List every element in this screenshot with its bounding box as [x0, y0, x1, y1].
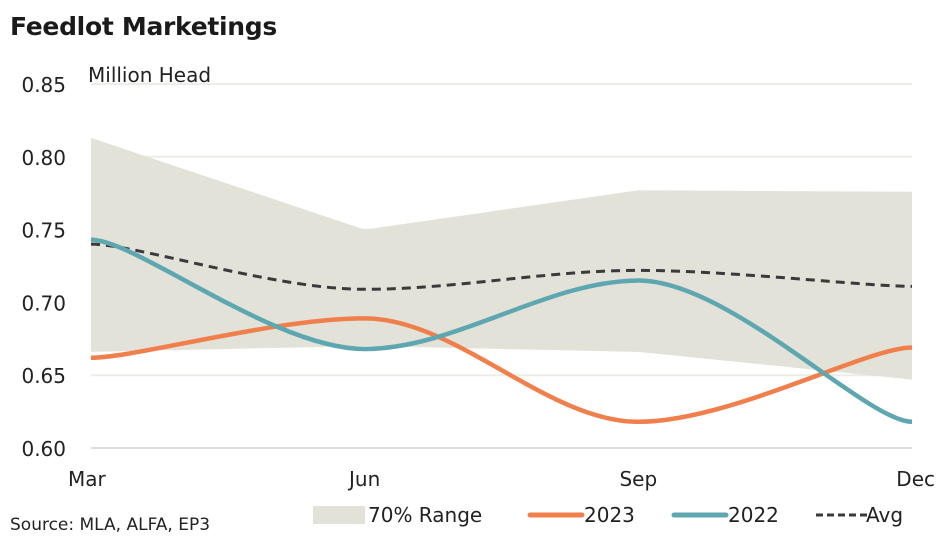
- series-line-avg: [90, 242, 913, 291]
- y-axis-label: Million Head: [88, 63, 211, 87]
- y-tick-label: 0.80: [21, 146, 66, 170]
- series-lines: [90, 237, 913, 425]
- x-tick-label: Sep: [619, 467, 657, 491]
- x-tick-labels: Mar Jun Sep Dec: [68, 467, 935, 491]
- x-tick-label: Mar: [68, 467, 107, 491]
- y-tick-label: 0.65: [21, 364, 66, 388]
- series-line-2022: [90, 237, 913, 425]
- x-tick-label: Dec: [896, 467, 935, 491]
- legend-label-2023: 2023: [584, 503, 635, 527]
- y-tick-label: 0.70: [21, 291, 66, 315]
- legend-swatch-range: [313, 506, 365, 524]
- y-tick-label: 0.75: [21, 219, 66, 243]
- legend: 70% Range 2023 2022 Avg: [313, 503, 903, 527]
- legend-label-avg: Avg: [866, 503, 903, 527]
- range-area: [91, 137, 912, 380]
- legend-label-range: 70% Range: [368, 503, 482, 527]
- legend-label-2022: 2022: [728, 503, 779, 527]
- source-note: Source: MLA, ALFA, EP3: [10, 515, 210, 535]
- series-line-2023: [90, 316, 913, 425]
- y-tick-labels: 0.60 0.65 0.70 0.75 0.80 0.85: [21, 73, 66, 461]
- y-tick-label: 0.60: [21, 437, 66, 461]
- y-tick-label: 0.85: [21, 73, 66, 97]
- chart-title: Feedlot Marketings: [10, 12, 277, 41]
- x-tick-label: Jun: [347, 467, 380, 491]
